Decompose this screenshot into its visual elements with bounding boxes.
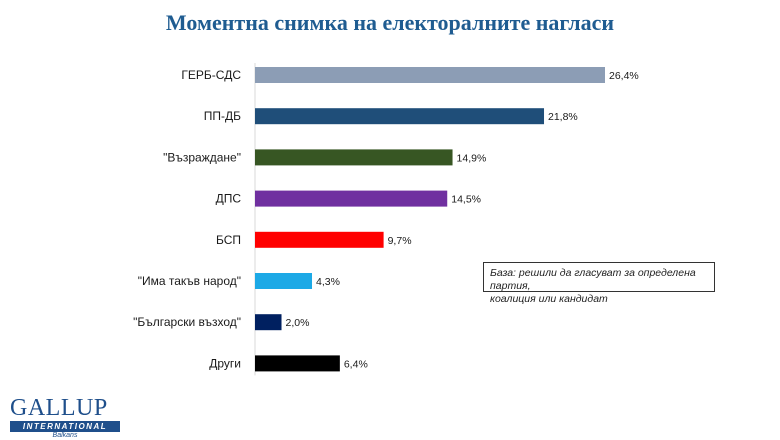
bar: [255, 231, 384, 248]
category-label: "Български възход": [133, 315, 241, 329]
value-label: 6,4%: [344, 358, 368, 370]
value-label: 2,0%: [286, 317, 310, 329]
bar: [255, 108, 545, 125]
logo-sub-text: Balkans: [52, 432, 78, 439]
value-label: 4,3%: [316, 276, 340, 288]
category-label: ДПС: [216, 192, 242, 206]
category-label: Други: [209, 356, 241, 370]
value-label: 14,5%: [451, 194, 481, 206]
logo-main-text: GALLUP: [10, 395, 108, 421]
category-label: "Има такъв народ": [138, 274, 241, 288]
category-label: "Възраждане": [163, 150, 241, 164]
base-note: База: решили да гласуват за определена п…: [483, 262, 715, 305]
logo-band-text: INTERNATIONAL: [10, 421, 120, 432]
value-label: 26,4%: [609, 70, 639, 82]
bar: [255, 149, 453, 166]
category-label: ПП-ДБ: [204, 109, 241, 123]
category-label: ГЕРБ-СДС: [181, 68, 241, 82]
value-label: 21,8%: [548, 111, 578, 123]
value-label: 9,7%: [388, 235, 412, 247]
gallup-logo: GALLUP INTERNATIONAL Balkans: [10, 396, 120, 440]
bar: [255, 355, 340, 372]
bar: [255, 314, 282, 331]
bar: [255, 273, 313, 289]
value-label: 14,9%: [457, 152, 487, 164]
category-label: БСП: [216, 233, 241, 247]
bar: [255, 67, 605, 83]
base-note-line-2: коалиция или кандидат: [490, 293, 608, 305]
bar: [255, 190, 448, 207]
chart-title: Моментна снимка на електоралните нагласи: [165, 10, 615, 35]
base-note-line-1: База: решили да гласуват за определена п…: [490, 267, 696, 292]
